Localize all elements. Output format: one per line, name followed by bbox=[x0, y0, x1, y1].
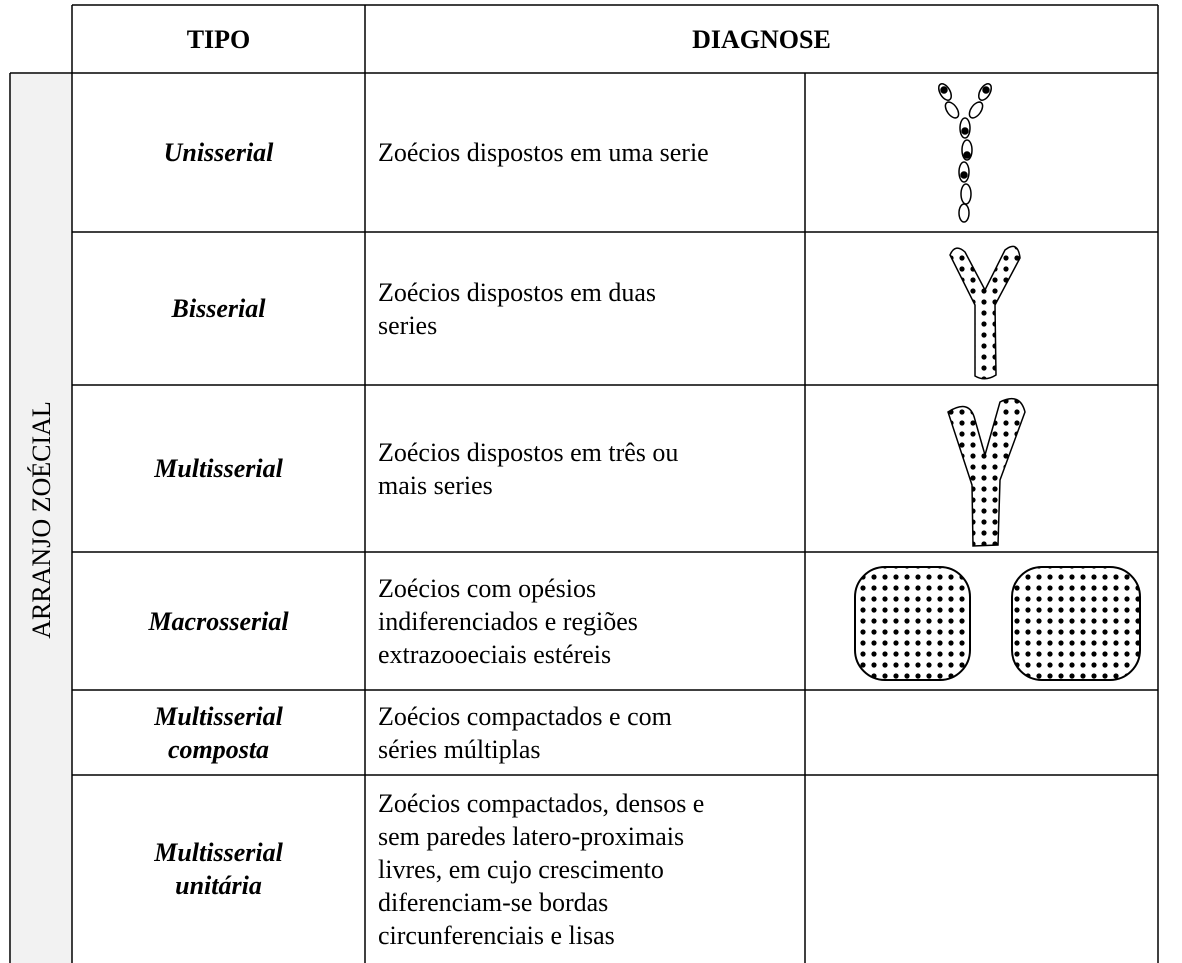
tipo-cell-line: Unisserial bbox=[163, 138, 274, 167]
multisserial-figure bbox=[947, 397, 1026, 547]
diagnose-cell-line: séries múltiplas bbox=[378, 734, 541, 764]
diagnose-cell-line: extrazooeciais estéreis bbox=[378, 639, 612, 669]
diagnose-cell: Zoécios compactados, densos e sem paredes… bbox=[365, 775, 805, 963]
header-cell: TIPO bbox=[186, 24, 251, 54]
tipo-cell: Multisserial bbox=[72, 385, 365, 552]
unisserial-figure bbox=[938, 83, 992, 223]
tipo-cell-line: Multisserial bbox=[154, 701, 283, 731]
tipo-cell-line: Multisserial bbox=[154, 838, 283, 867]
diagnose-cell-line: circunferenciais e lisas bbox=[378, 920, 615, 950]
diagnose-cell-line: mais series bbox=[378, 470, 493, 500]
diagnose-cell-line: Zoécios com opésios bbox=[378, 573, 597, 603]
diagnose-cell-line: Zoécios dispostos em duas bbox=[378, 277, 657, 307]
diagnose-cell-line: Zoécios dispostos em três ou bbox=[378, 437, 679, 467]
macrosserial-figure bbox=[854, 566, 1141, 681]
grid-lines bbox=[9, 4, 1159, 963]
diagnose-cell: Zoécios dispostos em três ou mais series bbox=[365, 385, 805, 552]
header-cell: DIAGNOSE bbox=[692, 24, 831, 54]
tipo-cell-line: Macrosserial bbox=[148, 606, 289, 636]
side-cell bbox=[11, 74, 72, 963]
diagnose-cell: Zoécios dispostos em uma serie bbox=[365, 73, 805, 232]
tipo-cell: Unisserial bbox=[72, 73, 365, 232]
tipo-cell: Macrosserial bbox=[72, 552, 365, 690]
diagnose-cell-line: livres, em cujo crescimento bbox=[378, 854, 664, 884]
diagnose-cell: Zoécios dispostos em duas series bbox=[365, 232, 805, 385]
diagnose-cell: Zoécios com opésios indiferenciados e reg… bbox=[365, 552, 805, 690]
bisserial-figure bbox=[949, 245, 1021, 380]
tipo-cell-line: Bisserial bbox=[171, 294, 266, 323]
diagnose-cell-line: Zoécios dispostos em uma serie bbox=[378, 138, 709, 167]
diagnose-cell-line: series bbox=[378, 310, 438, 340]
diagnose-cell-line: Zoécios compactados, densos e bbox=[378, 788, 705, 818]
tipo-cell: Bisserial bbox=[72, 232, 365, 385]
diagnose-cell-line: sem paredes latero-proximais bbox=[378, 821, 685, 851]
tipo-cell-line: Multisserial bbox=[154, 454, 283, 483]
diagnose-cell-line: diferenciam-se bordas bbox=[378, 887, 609, 917]
diagnose-cell-line: Zoécios compactados e com bbox=[378, 701, 672, 731]
tipo-cell: Multisserial unitária bbox=[72, 775, 365, 963]
diagnose-cell: Zoécios compactados e com séries múltipla… bbox=[365, 690, 805, 775]
tipo-cell-line: unitária bbox=[175, 871, 262, 900]
diagnose-cell-line: indiferenciados e regiões bbox=[378, 606, 638, 636]
tipo-cell-line: composta bbox=[167, 734, 270, 764]
tipo-cell: Multisserial composta bbox=[72, 690, 365, 775]
